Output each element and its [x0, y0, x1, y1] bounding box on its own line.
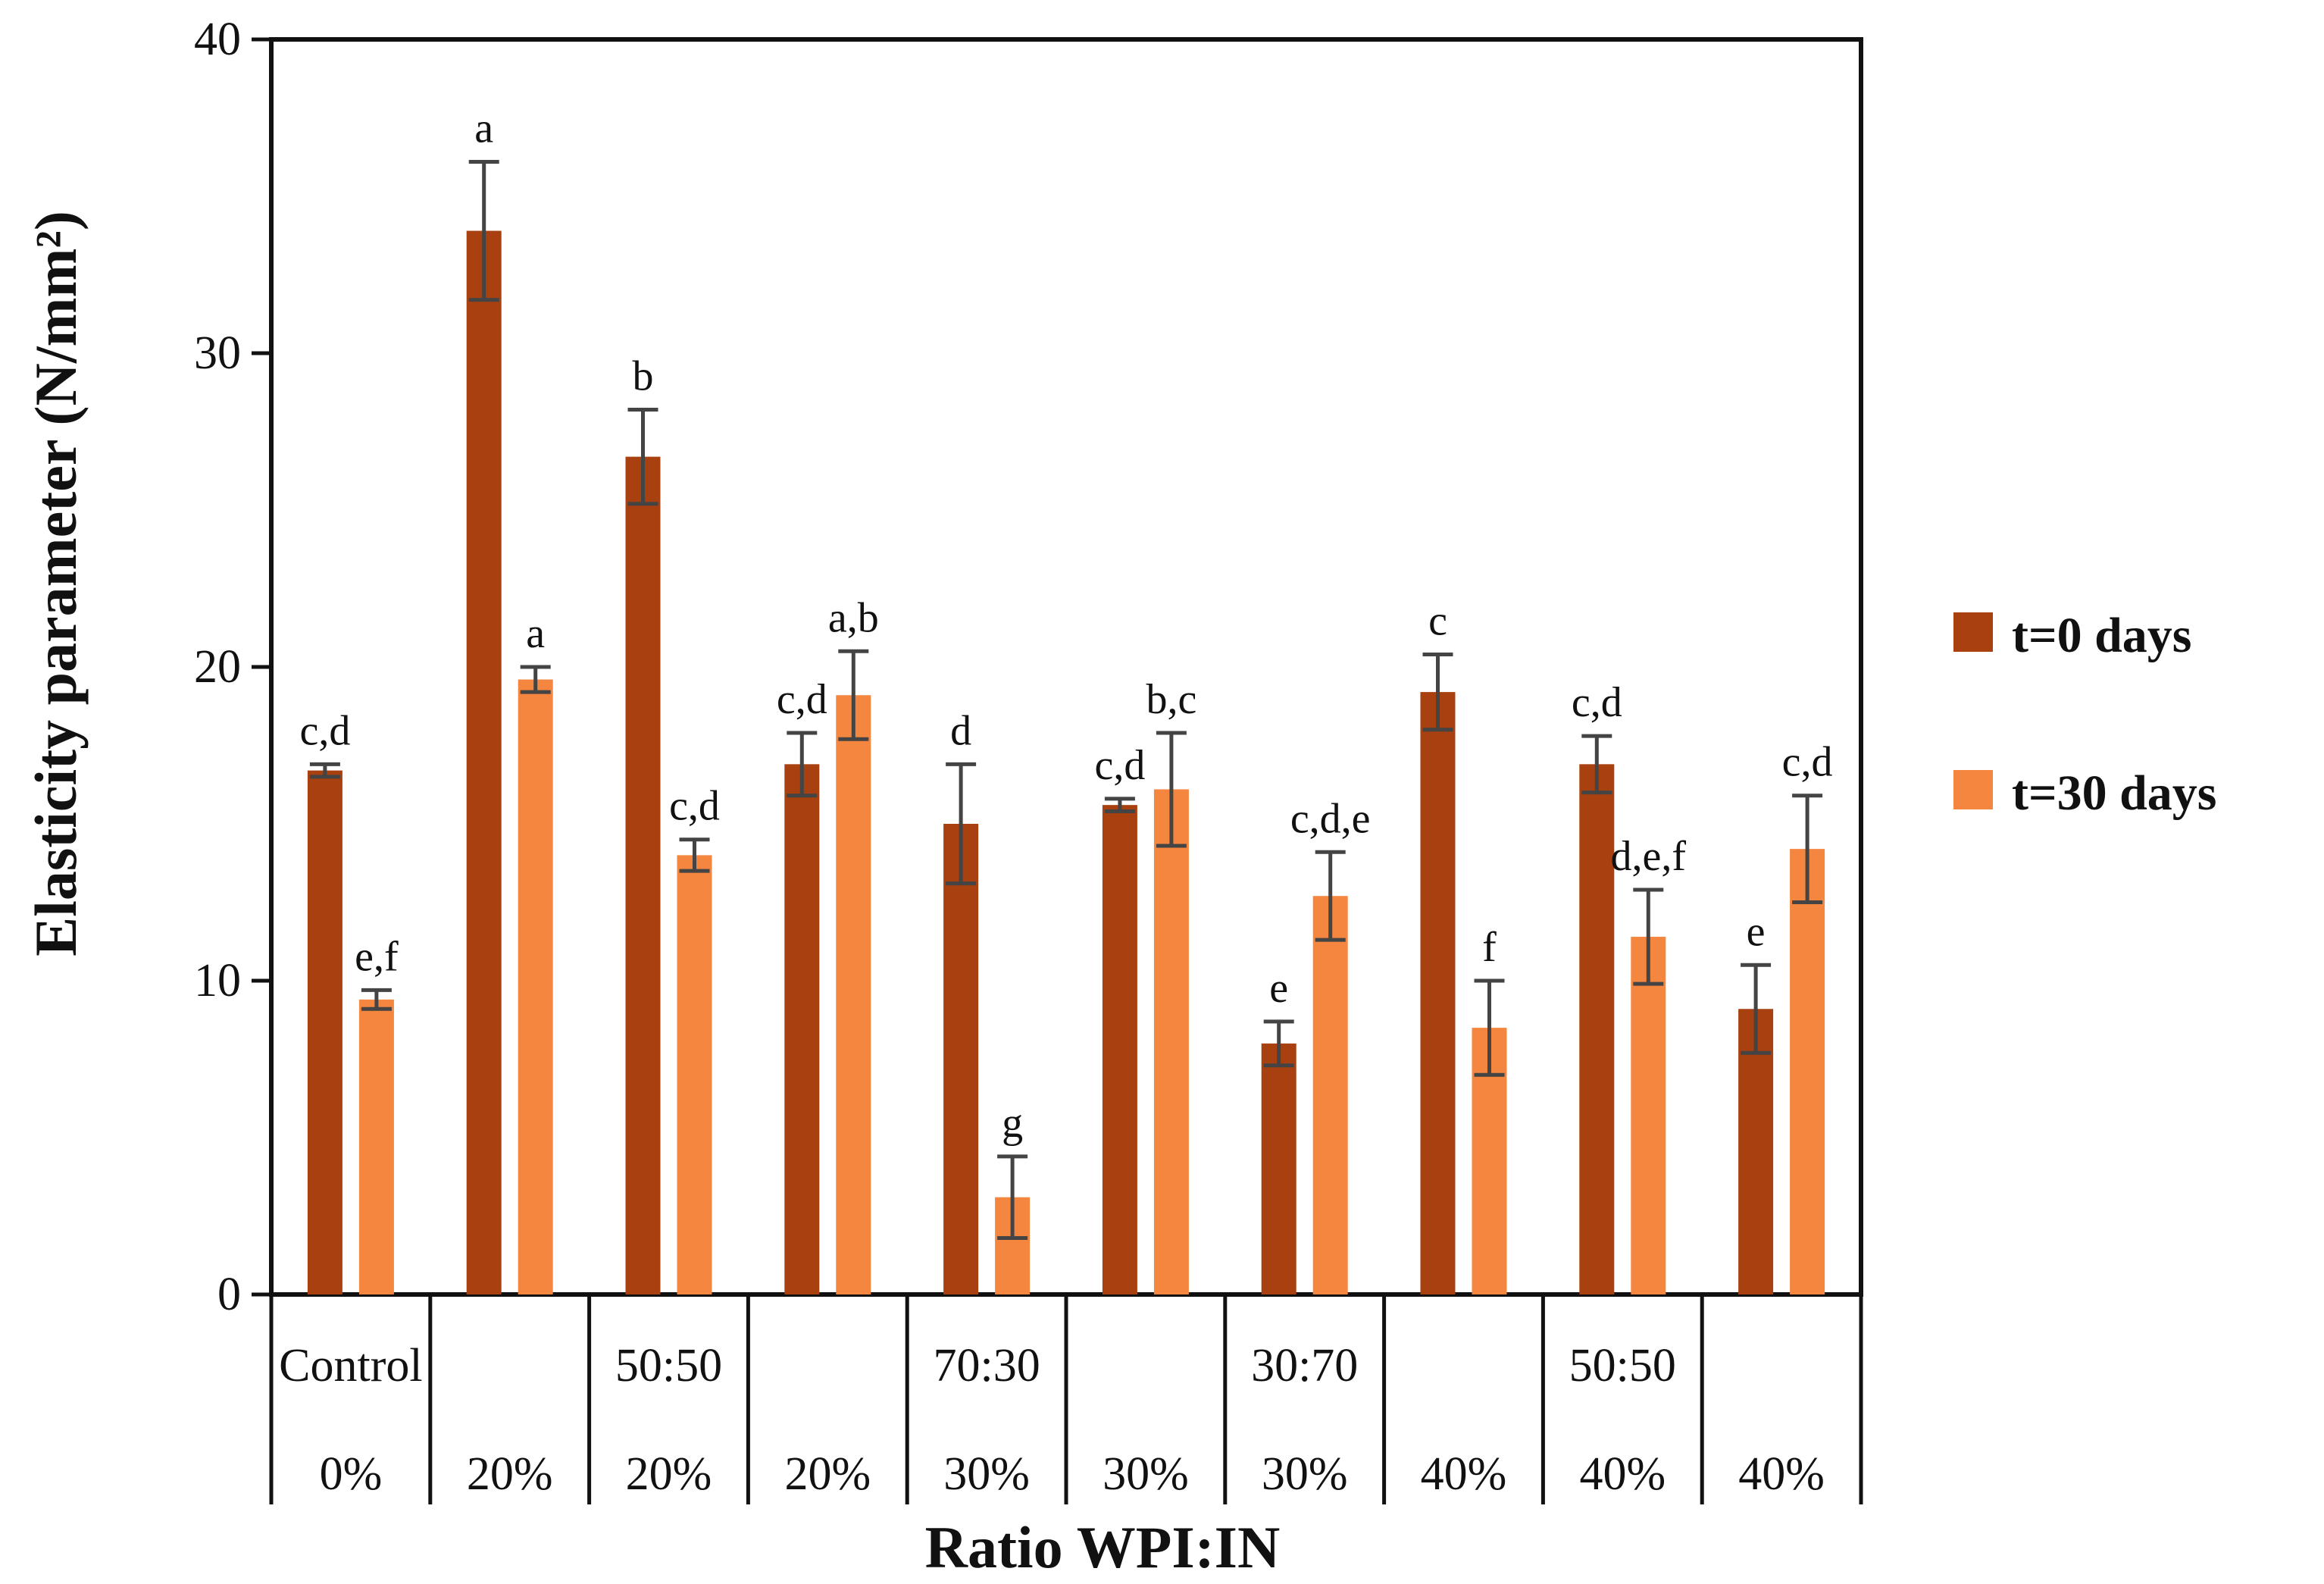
significance-label: c,d	[299, 707, 350, 754]
legend-swatch-t30	[1953, 770, 1993, 809]
significance-label: b	[633, 353, 654, 400]
bar-t0	[1261, 1043, 1296, 1294]
bar-t30	[1631, 937, 1666, 1294]
category-percent-label: 30%	[943, 1448, 1030, 1500]
category-percent-label: 0%	[320, 1448, 383, 1500]
significance-label: g	[1002, 1100, 1023, 1147]
bar-t0	[943, 824, 979, 1294]
category-percent-label: 20%	[467, 1448, 553, 1500]
y-tick-label: 20	[194, 641, 241, 693]
bar-t30	[836, 695, 871, 1294]
bar-t0	[307, 770, 343, 1294]
category-ratio-label: Control	[279, 1340, 422, 1391]
significance-label: e	[1269, 965, 1288, 1012]
y-tick-label: 40	[194, 14, 241, 65]
x-axis-title: Ratio WPI:IN	[925, 1514, 1281, 1580]
y-tick-label: 30	[194, 327, 241, 379]
category-percent-label: 40%	[1421, 1448, 1507, 1500]
bar-t0	[784, 764, 820, 1294]
y-tick-label: 0	[217, 1269, 241, 1320]
bar-t0	[625, 456, 661, 1294]
bar-t0	[1102, 805, 1137, 1294]
category-percent-label: 20%	[626, 1448, 712, 1500]
bar-t0	[1420, 692, 1456, 1294]
category-ratio-label: 30:70	[1251, 1340, 1358, 1391]
bar-t0	[466, 230, 502, 1294]
legend: t=0 days t=30 days	[1953, 608, 2216, 821]
category-ratio-label: 50:50	[615, 1340, 722, 1391]
bar-t30	[1312, 896, 1348, 1294]
category-percent-label: 30%	[1262, 1448, 1348, 1500]
plot-border	[269, 37, 1863, 1297]
significance-label: c,d	[1094, 742, 1145, 789]
significance-label: a	[474, 105, 493, 152]
bar-t30	[677, 855, 712, 1294]
significance-label: f	[1482, 924, 1497, 971]
significance-label: c,d,e	[1290, 795, 1371, 842]
significance-label: e	[1747, 908, 1766, 955]
bar-t30	[1153, 789, 1189, 1294]
legend-label: t=0 days	[2012, 608, 2191, 663]
significance-label: c,d	[1572, 679, 1622, 726]
legend-swatch-t0	[1953, 612, 1993, 652]
significance-label: b,c	[1146, 676, 1196, 723]
category-percent-label: 40%	[1579, 1448, 1666, 1500]
category-ratio-label: 70:30	[933, 1340, 1040, 1391]
significance-label: c,d	[777, 676, 827, 723]
category-percent-label: 40%	[1738, 1448, 1825, 1500]
bar-t0	[1579, 764, 1615, 1294]
significance-label: d,e,f	[1611, 833, 1687, 880]
y-tick-label: 10	[194, 955, 241, 1006]
bars-layer: c,dabc,ddc,decc,dee,fac,da,bgb,cc,d,efd,…	[299, 105, 1833, 1294]
y-axis: 0 10 20 30 40	[194, 14, 271, 1320]
significance-label: d	[950, 707, 971, 754]
x-axis: Control 0% 20% 50:50 20% 20% 70:30 30% 30% 30:70 3…	[269, 1294, 1863, 1504]
bar-t30	[358, 999, 394, 1294]
significance-label: e,f	[355, 933, 399, 980]
y-axis-title: Elasticity parameter (N/mm²)	[23, 211, 89, 956]
legend-label: t=30 days	[2012, 765, 2216, 821]
bar-t30	[1790, 849, 1825, 1294]
category-ratio-label: 50:50	[1569, 1340, 1676, 1391]
significance-label: c	[1428, 597, 1447, 644]
significance-label: c,d	[669, 783, 720, 830]
category-percent-label: 20%	[784, 1448, 871, 1500]
bar-t30	[518, 679, 553, 1294]
bar-t0	[1738, 1009, 1774, 1294]
significance-label: a	[526, 610, 545, 657]
significance-label: a,b	[828, 594, 879, 641]
category-percent-label: 30%	[1103, 1448, 1189, 1500]
significance-label: c,d	[1782, 739, 1833, 786]
plot-frame	[269, 37, 1863, 1297]
